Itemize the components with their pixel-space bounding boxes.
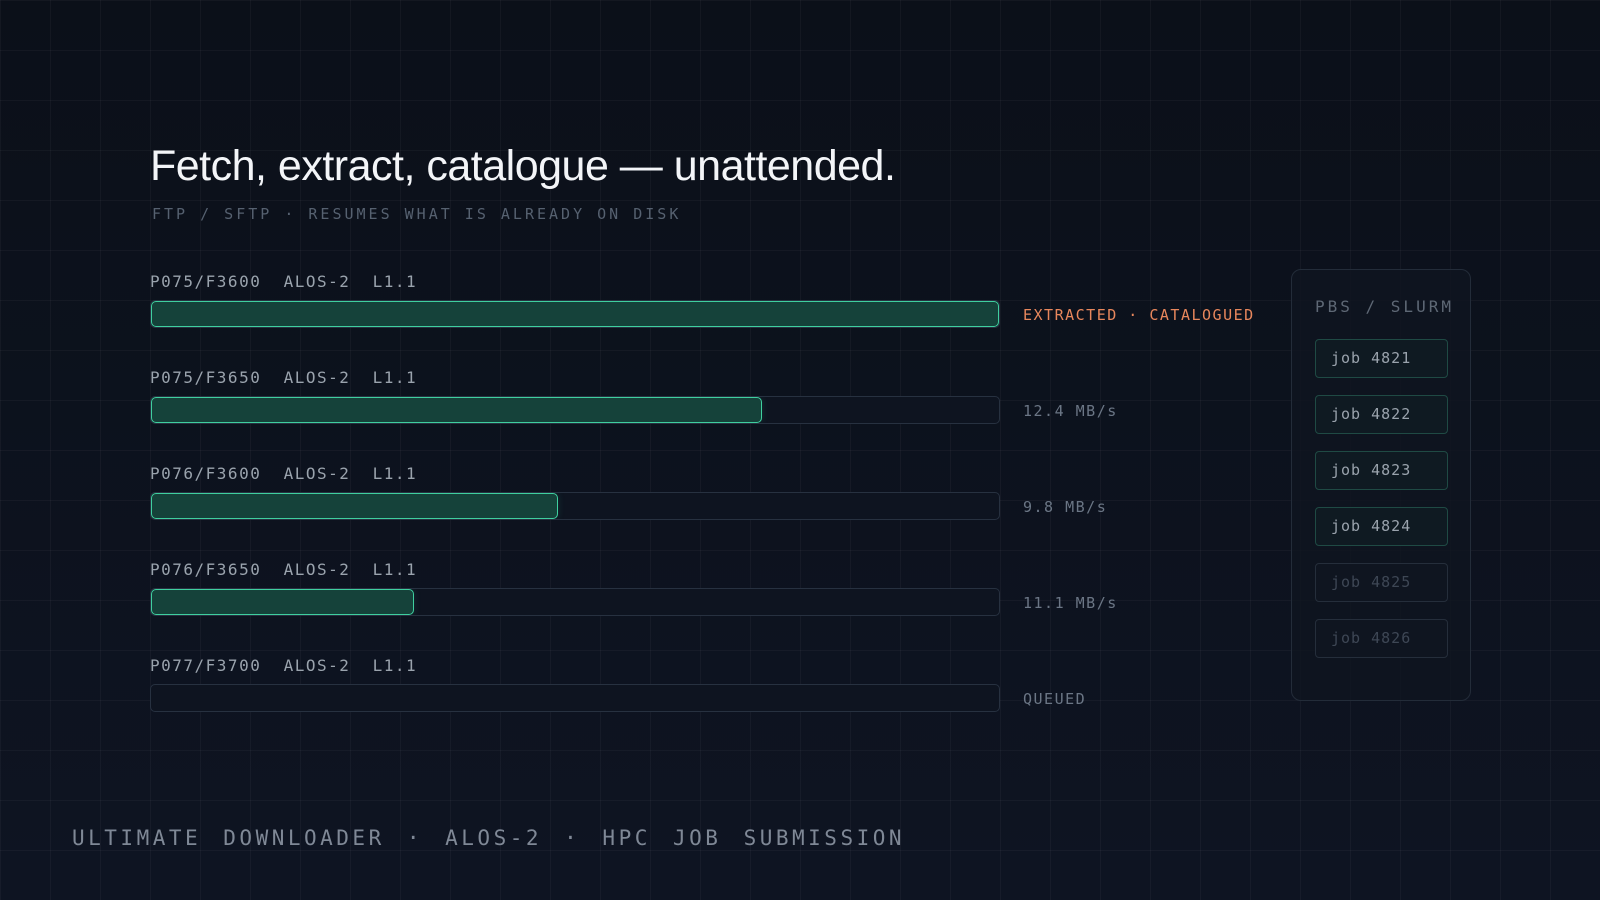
job-item[interactable]: job 4821 bbox=[1315, 339, 1448, 378]
scene-label: P075/F3600 ALOS-2 L1.1 bbox=[150, 272, 418, 291]
download-row: P076/F3600 ALOS-2 L1.1 9.8 MB/s bbox=[150, 462, 1270, 558]
progress-track bbox=[150, 684, 1000, 712]
job-item[interactable]: job 4822 bbox=[1315, 395, 1448, 434]
scene-label: P076/F3600 ALOS-2 L1.1 bbox=[150, 464, 418, 483]
download-list: P075/F3600 ALOS-2 L1.1 EXTRACTED · CATAL… bbox=[150, 270, 1270, 750]
job-item[interactable]: job 4823 bbox=[1315, 451, 1448, 490]
status-text: EXTRACTED · CATALOGUED bbox=[1023, 306, 1255, 324]
transfer-rate: 11.1 MB/s bbox=[1023, 594, 1118, 612]
footer-caption: ULTIMATE DOWNLOADER · ALOS-2 · HPC JOB S… bbox=[72, 826, 906, 850]
download-row: P075/F3650 ALOS-2 L1.1 12.4 MB/s bbox=[150, 366, 1270, 462]
transfer-rate: 9.8 MB/s bbox=[1023, 498, 1108, 516]
progress-fill bbox=[151, 493, 559, 519]
scene-label: P075/F3650 ALOS-2 L1.1 bbox=[150, 368, 418, 387]
scene-label: P076/F3650 ALOS-2 L1.1 bbox=[150, 560, 418, 579]
job-item[interactable]: job 4826 bbox=[1315, 619, 1448, 658]
scheduler-title: PBS / SLURM bbox=[1315, 297, 1454, 316]
progress-track bbox=[150, 492, 1000, 520]
download-row: P077/F3700 ALOS-2 L1.1 QUEUED bbox=[150, 654, 1270, 750]
download-row: P075/F3600 ALOS-2 L1.1 EXTRACTED · CATAL… bbox=[150, 270, 1270, 366]
page-subtitle: FTP / SFTP · RESUMES WHAT IS ALREADY ON … bbox=[152, 205, 682, 223]
download-row: P076/F3650 ALOS-2 L1.1 11.1 MB/s bbox=[150, 558, 1270, 654]
progress-fill bbox=[151, 589, 414, 615]
progress-fill bbox=[151, 397, 762, 423]
progress-fill bbox=[151, 301, 999, 327]
job-item[interactable]: job 4824 bbox=[1315, 507, 1448, 546]
scheduler-panel: PBS / SLURM job 4821 job 4822 job 4823 j… bbox=[1291, 269, 1471, 701]
job-item[interactable]: job 4825 bbox=[1315, 563, 1448, 602]
scene-label: P077/F3700 ALOS-2 L1.1 bbox=[150, 656, 418, 675]
progress-track bbox=[150, 396, 1000, 424]
transfer-rate: 12.4 MB/s bbox=[1023, 402, 1118, 420]
progress-track bbox=[150, 588, 1000, 616]
status-text: QUEUED bbox=[1023, 690, 1087, 708]
progress-track bbox=[150, 300, 1000, 328]
page-title: Fetch, extract, catalogue — unattended. bbox=[150, 142, 896, 190]
